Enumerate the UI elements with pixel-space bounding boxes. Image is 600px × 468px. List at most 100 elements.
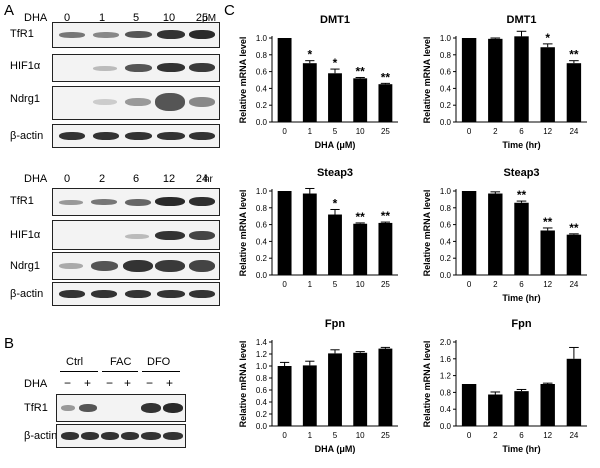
time-header-3: 12 — [162, 173, 176, 185]
bar-24 — [566, 63, 582, 122]
panel-b-protein-actin: β-actin — [24, 430, 58, 442]
y-tick-label: 0.4 — [440, 405, 452, 414]
y-tick-label: 0.0 — [440, 271, 452, 280]
sign-dfo-minus: − — [146, 376, 154, 390]
y-tick-label: 1.6 — [440, 355, 452, 364]
sign-fac-minus: − — [106, 376, 114, 390]
dose-protein-actin: β-actin — [10, 130, 44, 142]
x-axis-label: Time (hr) — [502, 140, 540, 150]
bar-12 — [540, 47, 555, 122]
y-tick-label: 1.0 — [440, 187, 452, 196]
x-axis-label: Time (hr) — [502, 293, 540, 303]
bar-10 — [353, 352, 368, 426]
chart-title: DMT1 — [507, 14, 537, 26]
y-tick-label: 0.8 — [440, 51, 452, 60]
x-tick-label: 5 — [333, 127, 338, 136]
bar-6 — [514, 391, 529, 426]
y-axis-label: Relative mRNA level — [422, 37, 432, 124]
chart-fpn-time: Fpn Relative mRNA level 0.0 0.4 0.8 1.2 1.6 2.0… — [422, 318, 587, 454]
x-tick-label: 25 — [381, 280, 390, 289]
y-tick-label: 0.4 — [256, 237, 268, 246]
bar-5 — [328, 353, 342, 426]
chart-dmt1-time: DMT1 Relative mRNA level 0.0 0.2 0.4 0.6 0.8 1.… — [422, 14, 587, 150]
panel-b-protein-tfr1: TfR1 — [24, 402, 48, 414]
bar-10 — [353, 223, 368, 275]
y-tick-label: 1.0 — [440, 34, 452, 43]
x-tick-label: 25 — [381, 431, 390, 440]
chart-dmt1-dose: DMT1 Relative mRNA level 0.0 0.2 0.4 0.6 0.8 1.… — [238, 14, 398, 150]
y-tick-label: 1.2 — [256, 350, 268, 359]
time-protein-hif1a: HIF1α — [10, 229, 41, 241]
chart-title: Steap3 — [503, 167, 539, 179]
significance-mark: ** — [356, 210, 366, 224]
y-tick-label: 0.0 — [440, 422, 452, 431]
significance-mark: ** — [356, 64, 366, 78]
time-header-0: 0 — [63, 173, 71, 185]
significance-mark: * — [333, 56, 338, 70]
x-tick-label: 0 — [467, 431, 472, 440]
y-tick-label: 0.6 — [440, 68, 452, 77]
x-tick-label: 12 — [543, 127, 552, 136]
chart-fpn-dose: Fpn Relative mRNA level 0.0 0.2 0.4 0.6 0.8 1.0… — [238, 318, 398, 454]
x-tick-label: 5 — [333, 431, 338, 440]
bar-1 — [302, 193, 317, 275]
y-tick-label: 0.6 — [256, 386, 268, 395]
panel-b-blot-actin — [56, 424, 186, 448]
x-tick-label: 10 — [356, 431, 365, 440]
chart-steap3-dose: Steap3 Relative mRNA level 0.0 0.2 0.4 0.6 0.8… — [238, 167, 398, 289]
x-tick-label: 0 — [467, 127, 472, 136]
x-tick-label: 24 — [569, 127, 578, 136]
significance-mark: * — [333, 196, 338, 210]
x-tick-label: 12 — [543, 280, 552, 289]
y-tick-label: 0.2 — [440, 254, 452, 263]
y-tick-label: 1.0 — [256, 34, 268, 43]
y-tick-label: 2.0 — [440, 338, 452, 347]
dose-blot-actin — [52, 124, 220, 148]
bar-0 — [461, 384, 477, 426]
bar-24 — [566, 358, 582, 426]
y-tick-label: 0.4 — [256, 84, 268, 93]
y-tick-label: 0.6 — [440, 221, 452, 230]
chart-title: Fpn — [325, 318, 345, 330]
dose-header-1: 1 — [98, 12, 106, 24]
chart-title: Steap3 — [317, 167, 353, 179]
dose-protein-hif1a: HIF1α — [10, 60, 41, 72]
chart-title: Fpn — [511, 318, 531, 330]
y-tick-label: 0.8 — [440, 204, 452, 213]
x-tick-label: 1 — [308, 280, 313, 289]
y-tick-label: 1.4 — [256, 338, 268, 347]
chart-title: DMT1 — [320, 14, 350, 26]
bar-0 — [277, 191, 292, 275]
x-tick-label: 0 — [282, 280, 287, 289]
x-tick-label: 6 — [519, 431, 524, 440]
bar-25 — [378, 222, 393, 275]
x-tick-label: 2 — [493, 127, 498, 136]
y-axis-label: Relative mRNA level — [238, 190, 248, 277]
x-tick-label: 2 — [493, 280, 498, 289]
dose-header-2: 5 — [132, 12, 140, 24]
dose-blot-tfr1 — [52, 22, 220, 48]
y-tick-label: 1.0 — [256, 362, 268, 371]
significance-mark: ** — [517, 188, 527, 202]
significance-mark: ** — [381, 209, 391, 223]
x-tick-label: 0 — [282, 431, 287, 440]
bar-1 — [302, 63, 317, 122]
time-header-4: 24 — [195, 173, 209, 185]
x-tick-label: 0 — [467, 280, 472, 289]
bar-6 — [514, 36, 529, 122]
bar-2 — [488, 193, 503, 275]
y-tick-label: 1.2 — [440, 372, 452, 381]
dose-protein-ndrg1: Ndrg1 — [10, 93, 40, 105]
bar-1 — [302, 365, 317, 426]
bar-0 — [461, 191, 477, 275]
dose-protein-tfr1: TfR1 — [10, 28, 34, 40]
bar-6 — [514, 202, 529, 275]
panel-label-c: C — [224, 2, 235, 19]
x-tick-label: 1 — [308, 431, 313, 440]
chart-steap3-time: Steap3 Relative mRNA level 0.0 0.2 0.4 0.6 0.8… — [422, 167, 587, 303]
bar-25 — [378, 84, 393, 122]
y-tick-label: 0.6 — [256, 221, 268, 230]
x-tick-label: 10 — [356, 280, 365, 289]
y-tick-label: 0.8 — [256, 204, 268, 213]
group-label-fac: FAC — [110, 356, 132, 368]
